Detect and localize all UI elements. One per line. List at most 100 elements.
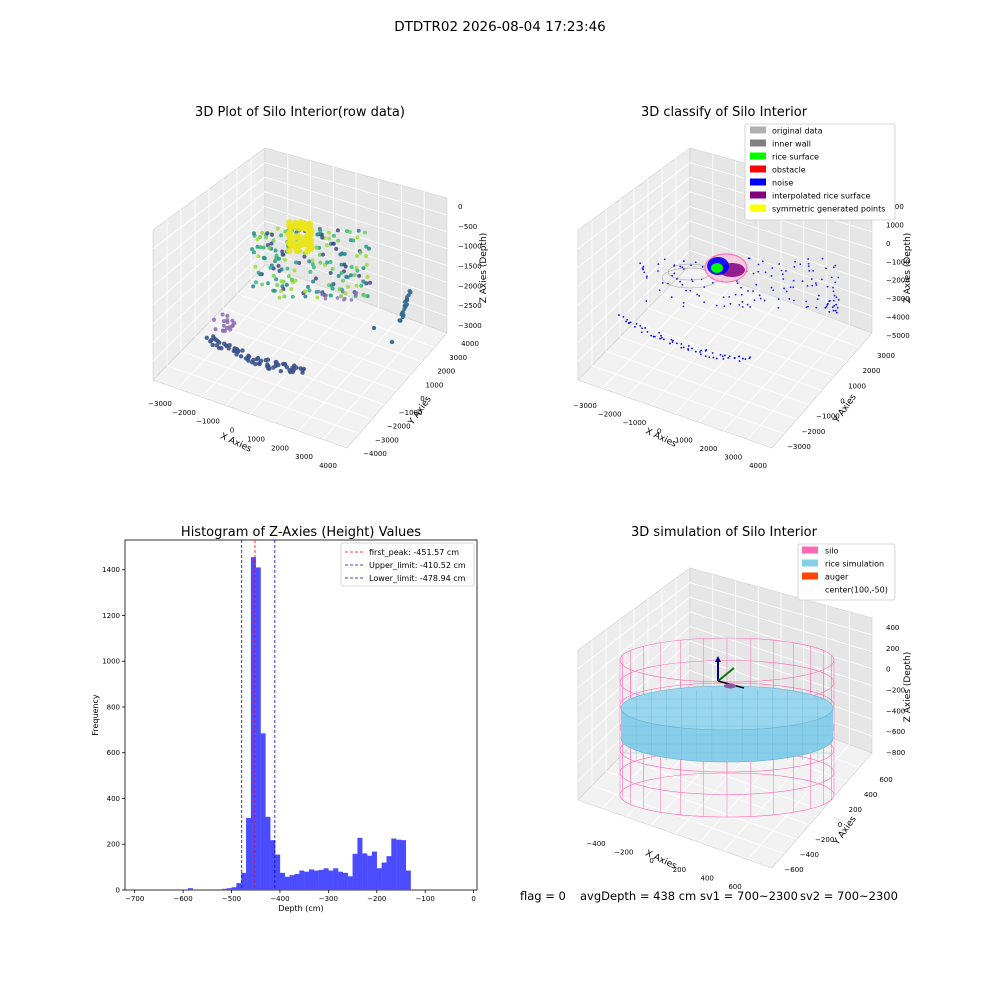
data-point [799, 263, 802, 266]
tick-label: 400 [864, 791, 877, 799]
tick-label: −200 [815, 836, 834, 844]
data-point [328, 271, 333, 276]
tick-label: −1000 [816, 413, 840, 421]
legend-swatch [802, 546, 818, 554]
tick-label: −500 [458, 223, 477, 231]
data-point [747, 290, 749, 292]
data-point [276, 263, 281, 268]
data-point [317, 226, 322, 231]
data-point [832, 299, 835, 302]
data-point [261, 255, 266, 260]
data-point [285, 266, 290, 271]
legend-label: obstacle [772, 166, 806, 175]
data-point [618, 314, 620, 316]
data-point [771, 267, 774, 269]
data-point [645, 276, 648, 279]
data-point [321, 252, 326, 257]
data-point [265, 281, 270, 286]
data-point [821, 257, 824, 260]
histogram-bar [342, 872, 348, 890]
grid-line [747, 744, 850, 860]
histogram-bar [279, 872, 285, 890]
data-point [346, 284, 351, 289]
data-point [642, 265, 645, 268]
data-point [792, 286, 795, 289]
data-point [741, 300, 744, 303]
data-point [310, 262, 315, 267]
histogram-bar [255, 567, 261, 890]
tick-label: −3000 [458, 322, 482, 330]
data-point [832, 286, 834, 289]
data-point [778, 263, 781, 265]
data-point [286, 222, 293, 230]
data-point [294, 365, 299, 370]
data-point [221, 319, 226, 324]
data-point [657, 270, 659, 272]
tick-label: 0 [230, 427, 234, 435]
status-sv1: sv1 = 700~2300 [700, 889, 798, 903]
histogram-bar [221, 888, 227, 890]
data-point [825, 305, 828, 308]
data-point [723, 305, 726, 308]
data-point [640, 331, 643, 334]
tick-label: 1000 [425, 381, 443, 389]
data-point [807, 305, 809, 308]
data-point [801, 280, 804, 283]
tick-label: −3000 [573, 402, 597, 410]
data-point [390, 340, 394, 344]
data-point [690, 264, 692, 267]
data-point [271, 238, 276, 243]
data-point [837, 276, 840, 279]
data-point [300, 370, 305, 375]
data-point [634, 325, 636, 328]
data-point [253, 264, 258, 269]
data-point [298, 366, 303, 371]
panel-simulation-ylabel: Y Axies [831, 814, 859, 847]
panel-simulation-zlabel: Z Axies (Depth) [903, 652, 913, 723]
data-point [681, 266, 684, 269]
data-point [805, 300, 808, 303]
data-point [680, 346, 683, 349]
tick-label: −1000 [399, 409, 423, 417]
data-point [279, 279, 284, 284]
data-point [719, 353, 722, 356]
x-tick-label: −500 [222, 895, 241, 903]
silo-ring [619, 772, 835, 818]
panel-simulation-3d: 3D simulation of Silo Interior −400 −200 0… [577, 525, 913, 891]
floor [577, 264, 873, 449]
data-point [723, 354, 726, 357]
data-point [302, 254, 307, 259]
data-point [354, 283, 359, 288]
grid-line [152, 220, 448, 325]
data-point [738, 360, 741, 362]
data-point [307, 288, 312, 293]
tick-label: 3000 [449, 354, 467, 362]
tick-label: 0 [420, 395, 424, 403]
data-point [736, 282, 739, 285]
data-point [368, 280, 373, 285]
grid-line [577, 220, 873, 325]
data-point [277, 256, 282, 261]
data-point [362, 230, 367, 235]
data-point [317, 232, 322, 237]
histogram-bar [212, 889, 218, 890]
data-point [255, 237, 260, 242]
data-point [728, 355, 731, 357]
data-point [271, 273, 276, 278]
panel-raw-zlabel: Z Axies (Depth) [479, 233, 489, 304]
data-point [266, 366, 272, 371]
data-point [681, 283, 684, 286]
data-point [365, 294, 370, 299]
data-point [297, 260, 302, 265]
data-point [253, 361, 258, 367]
grid-line [298, 315, 402, 432]
grid-line [577, 640, 873, 745]
data-point [757, 263, 760, 266]
data-point [275, 282, 280, 287]
data-point [820, 278, 823, 281]
tick-label: −2000 [802, 428, 826, 436]
grid-line [322, 324, 425, 440]
histogram-bar [333, 868, 339, 890]
data-point [238, 354, 244, 359]
tick-label: 0 [886, 666, 890, 674]
